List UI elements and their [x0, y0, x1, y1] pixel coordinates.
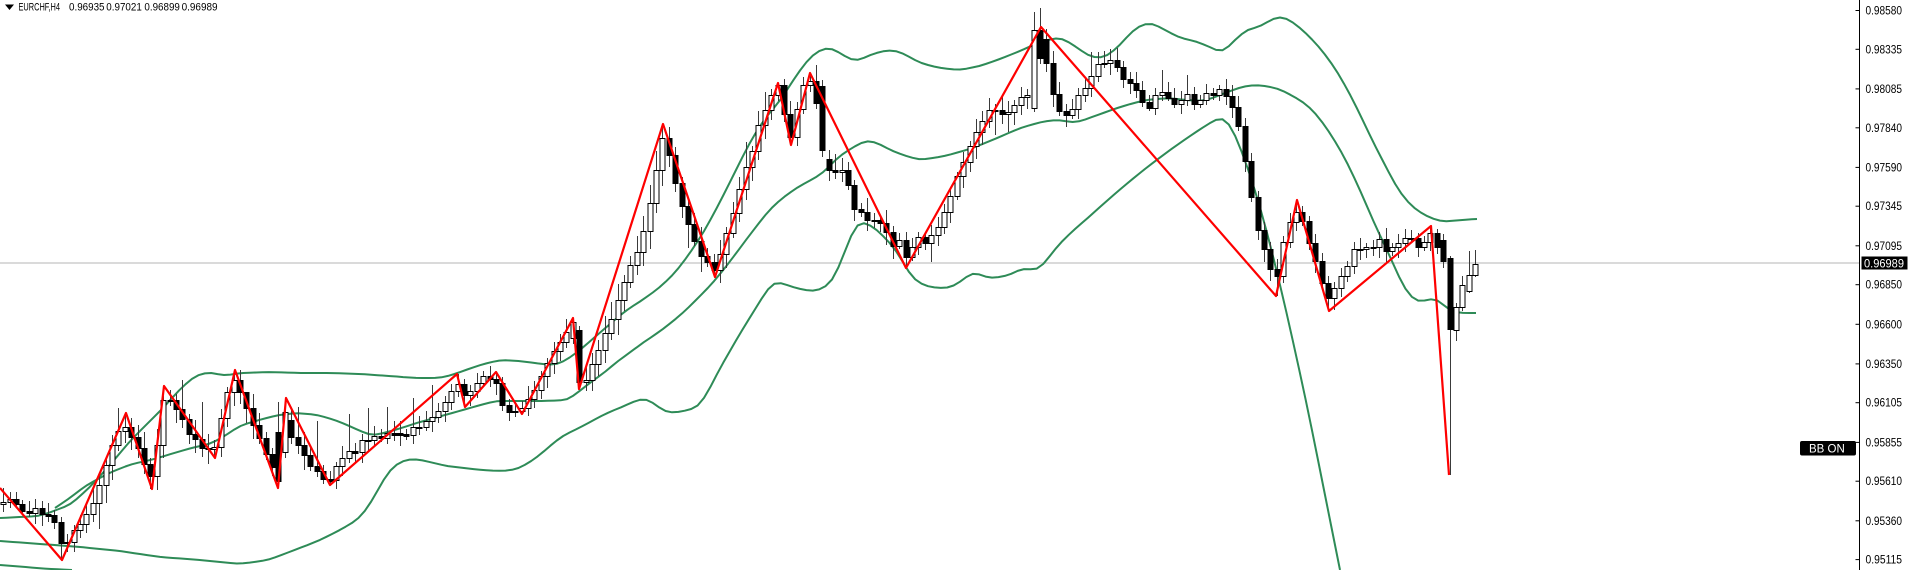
svg-text:0.97021: 0.97021	[106, 2, 142, 14]
svg-text:0.98335: 0.98335	[1866, 44, 1903, 56]
svg-text:0.96899: 0.96899	[144, 2, 180, 14]
svg-text:0.95855: 0.95855	[1866, 437, 1903, 449]
svg-text:EURCHF,H4: EURCHF,H4	[19, 2, 61, 14]
svg-text:0.95610: 0.95610	[1866, 476, 1903, 488]
svg-text:0.98085: 0.98085	[1866, 84, 1903, 96]
svg-text:0.96989: 0.96989	[182, 2, 218, 14]
svg-text:0.95360: 0.95360	[1866, 516, 1903, 528]
svg-text:0.96350: 0.96350	[1866, 359, 1903, 371]
svg-text:0.96935: 0.96935	[69, 2, 105, 14]
svg-text:0.96105: 0.96105	[1866, 398, 1903, 410]
svg-text:BB ON: BB ON	[1809, 444, 1845, 456]
svg-text:0.97345: 0.97345	[1866, 201, 1903, 213]
svg-text:0.97095: 0.97095	[1866, 241, 1903, 253]
svg-text:0.98580: 0.98580	[1866, 6, 1903, 18]
svg-text:0.97840: 0.97840	[1866, 123, 1903, 135]
svg-text:0.96989: 0.96989	[1864, 259, 1904, 271]
svg-text:0.95115: 0.95115	[1866, 555, 1903, 567]
svg-text:0.96600: 0.96600	[1866, 319, 1903, 331]
svg-text:0.97590: 0.97590	[1866, 162, 1903, 174]
svg-text:0.96850: 0.96850	[1866, 280, 1903, 292]
